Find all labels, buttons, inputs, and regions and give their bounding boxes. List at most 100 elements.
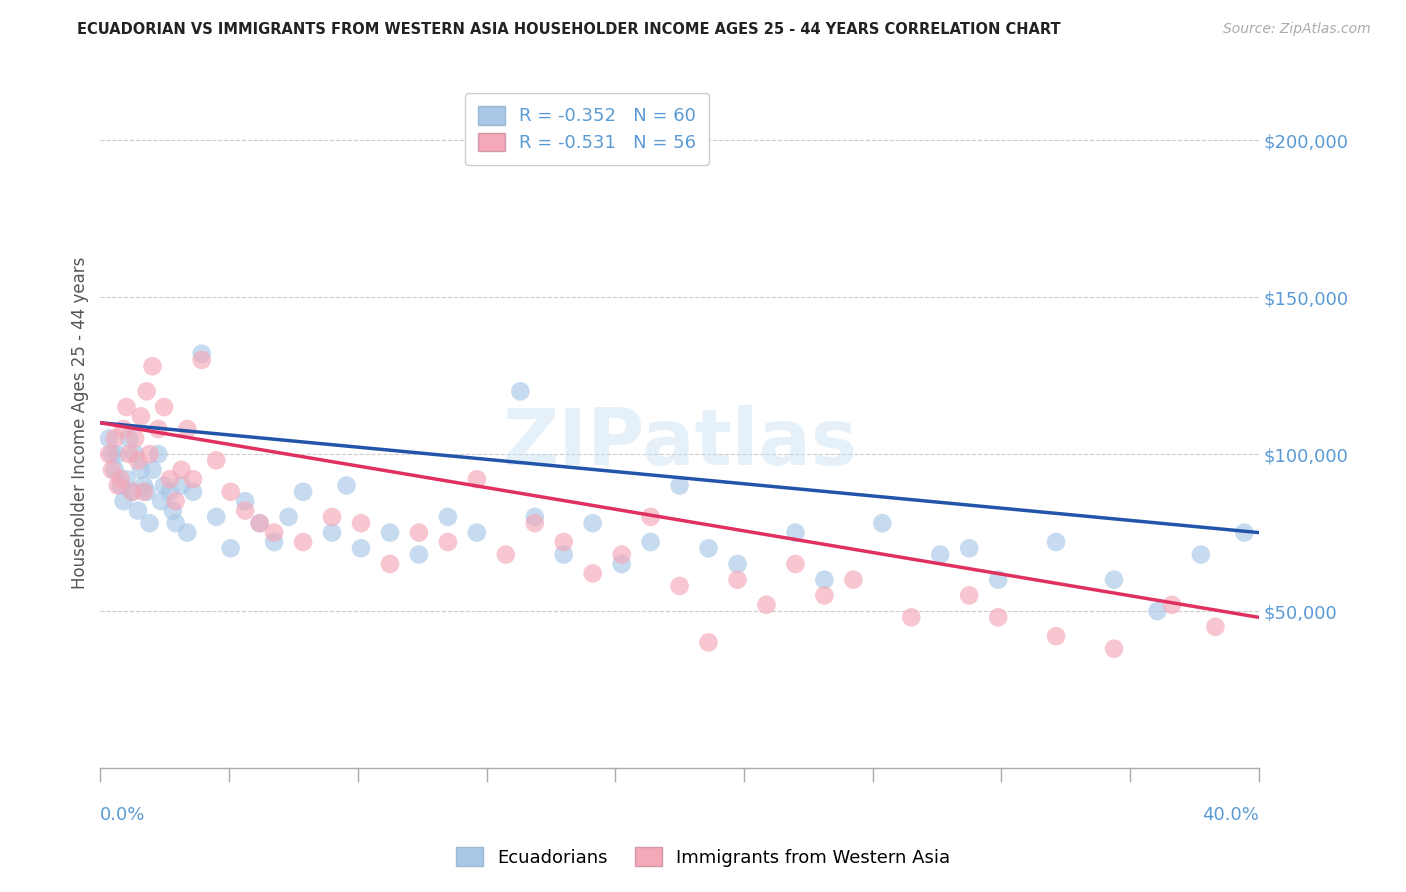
Point: [121, 484, 143, 499]
Point: [378, 557, 401, 571]
Point: [813, 588, 835, 602]
Point: [668, 579, 690, 593]
Point: [553, 535, 575, 549]
Point: [233, 503, 256, 517]
Point: [98, 432, 121, 446]
Point: [124, 432, 146, 446]
Point: [181, 472, 204, 486]
Point: [755, 598, 778, 612]
Point: [987, 573, 1010, 587]
Point: [205, 453, 228, 467]
Point: [509, 384, 531, 399]
Point: [176, 422, 198, 436]
Text: 40.0%: 40.0%: [1202, 805, 1258, 823]
Point: [124, 447, 146, 461]
Point: [159, 472, 181, 486]
Point: [233, 494, 256, 508]
Point: [153, 400, 176, 414]
Point: [115, 472, 138, 486]
Point: [110, 478, 132, 492]
Legend: Ecuadorians, Immigrants from Western Asia: Ecuadorians, Immigrants from Western Asi…: [449, 840, 957, 874]
Point: [727, 557, 749, 571]
Point: [378, 525, 401, 540]
Point: [1161, 598, 1184, 612]
Point: [523, 516, 546, 531]
Point: [112, 422, 135, 436]
Point: [101, 463, 124, 477]
Point: [1189, 548, 1212, 562]
Point: [159, 484, 181, 499]
Point: [135, 384, 157, 399]
Point: [957, 588, 980, 602]
Point: [465, 472, 488, 486]
Point: [148, 422, 170, 436]
Point: [104, 463, 127, 477]
Point: [263, 535, 285, 549]
Point: [205, 509, 228, 524]
Point: [987, 610, 1010, 624]
Point: [929, 548, 952, 562]
Point: [697, 635, 720, 649]
Point: [190, 353, 212, 368]
Point: [610, 557, 633, 571]
Point: [98, 447, 121, 461]
Point: [872, 516, 894, 531]
Point: [900, 610, 922, 624]
Point: [181, 484, 204, 499]
Point: [785, 557, 807, 571]
Point: [523, 509, 546, 524]
Point: [135, 484, 157, 499]
Point: [813, 573, 835, 587]
Point: [727, 573, 749, 587]
Point: [138, 516, 160, 531]
Point: [129, 409, 152, 424]
Point: [118, 432, 141, 446]
Text: ZIPatlas: ZIPatlas: [502, 406, 858, 482]
Point: [1233, 525, 1256, 540]
Point: [495, 548, 517, 562]
Point: [1146, 604, 1168, 618]
Point: [121, 484, 143, 499]
Point: [957, 541, 980, 556]
Point: [350, 516, 373, 531]
Point: [138, 447, 160, 461]
Point: [1045, 629, 1067, 643]
Point: [219, 541, 242, 556]
Point: [153, 478, 176, 492]
Point: [101, 447, 124, 461]
Point: [408, 548, 430, 562]
Point: [141, 359, 163, 374]
Point: [176, 525, 198, 540]
Point: [127, 453, 149, 467]
Point: [104, 432, 127, 446]
Point: [115, 400, 138, 414]
Point: [408, 525, 430, 540]
Point: [582, 516, 605, 531]
Point: [292, 484, 315, 499]
Point: [321, 525, 343, 540]
Text: ECUADORIAN VS IMMIGRANTS FROM WESTERN ASIA HOUSEHOLDER INCOME AGES 25 - 44 YEARS: ECUADORIAN VS IMMIGRANTS FROM WESTERN AS…: [77, 22, 1062, 37]
Point: [129, 463, 152, 477]
Point: [1102, 573, 1125, 587]
Point: [465, 525, 488, 540]
Point: [170, 463, 193, 477]
Point: [437, 509, 460, 524]
Point: [110, 472, 132, 486]
Point: [249, 516, 271, 531]
Point: [1045, 535, 1067, 549]
Point: [141, 463, 163, 477]
Point: [162, 503, 184, 517]
Point: [118, 447, 141, 461]
Point: [668, 478, 690, 492]
Point: [170, 478, 193, 492]
Y-axis label: Householder Income Ages 25 - 44 years: Householder Income Ages 25 - 44 years: [72, 257, 89, 589]
Point: [437, 535, 460, 549]
Point: [132, 478, 155, 492]
Point: [350, 541, 373, 556]
Point: [150, 494, 173, 508]
Point: [842, 573, 865, 587]
Point: [148, 447, 170, 461]
Point: [277, 509, 299, 524]
Point: [165, 516, 187, 531]
Point: [107, 478, 129, 492]
